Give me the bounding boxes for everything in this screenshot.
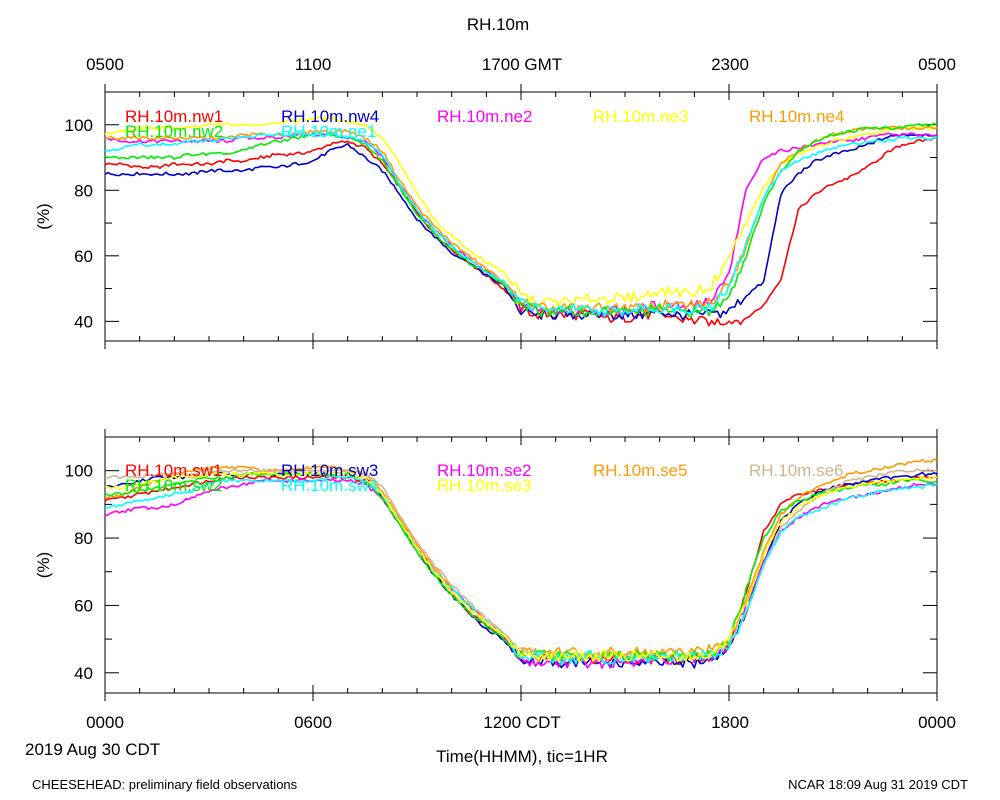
top-tick-label: 1700 GMT: [482, 55, 562, 74]
lower-series-RH-10m-sw4: [105, 475, 938, 666]
bottom-tick-label: 0600: [294, 713, 332, 732]
bottom-tick-label: 1800: [711, 713, 749, 732]
lower-y-tick-label: 40: [74, 664, 93, 683]
upper-legend-entry: RH.10m.ne1: [281, 122, 376, 141]
upper-y-tick-label: 100: [65, 116, 93, 135]
lower-y-axis-label: (%): [34, 552, 53, 578]
lower-legend-entry: RH.10m.sw2: [125, 476, 222, 495]
lower-legend-entry: RH.10m.se3: [437, 476, 531, 495]
upper-legend-entry: RH.10m.nw4: [281, 107, 379, 126]
top-tick-label: 1100: [295, 55, 332, 74]
top-tick-label: 0500: [918, 55, 956, 74]
lower-legend-entry: RH.10m.se5: [593, 461, 687, 480]
lower-y-tick-label: 80: [74, 529, 93, 548]
upper-y-tick-label: 60: [74, 247, 93, 266]
upper-y-tick-label: 80: [74, 181, 93, 200]
lower-y-tick-label: 100: [65, 462, 93, 481]
lower-legend-entry: RH.10m.sw3: [281, 461, 378, 480]
upper-series-RH-10m-nw4: [104, 133, 938, 321]
lower-y-tick-label: 60: [74, 596, 93, 615]
x-axis-label: Time(HHMM), tic=1HR: [436, 747, 608, 766]
lower-series-RH-10m-se6: [105, 468, 937, 663]
footer-left: CHEESEHEAD: preliminary field observatio…: [32, 777, 298, 792]
figure-title: RH.10m: [467, 15, 529, 34]
bottom-axis-ticks: 0000 0600 1200 CDT 1800 0000: [86, 713, 956, 732]
lower-legend-entry: RH.10m.sw1: [125, 461, 222, 480]
top-tick-label: 2300: [711, 55, 749, 74]
upper-series-RH-10m-ne1: [104, 132, 938, 318]
upper-y-tick-label: 40: [74, 312, 93, 331]
upper-series-RH-10m-nw1: [104, 136, 938, 327]
upper-legend-entry: RH.10m.nw2: [125, 122, 223, 141]
date-label: 2019 Aug 30 CDT: [25, 740, 160, 759]
bottom-tick-label: 0000: [86, 713, 124, 732]
upper-legend-entry: RH.10m.nw1: [125, 107, 223, 126]
lower-series-RH-10m-se3: [104, 471, 938, 663]
bottom-tick-label: 0000: [918, 713, 956, 732]
upper-legend-entry: RH.10m.ne4: [749, 107, 844, 126]
upper-y-axis-label: (%): [34, 203, 53, 229]
bottom-tick-label: 1200 CDT: [483, 713, 560, 732]
lower-legend-entry: RH.10m.sw4: [281, 476, 378, 495]
lower-series-RH-10m-se2: [104, 478, 938, 669]
upper-legend-entry: RH.10m.ne2: [437, 107, 532, 126]
upper-series-RH-10m-nw2: [104, 122, 938, 318]
lower-series-RH-10m-se5: [104, 458, 938, 658]
lower-series-RH-10m-sw1: [104, 474, 938, 666]
upper-legend-entry: RH.10m.ne3: [593, 107, 688, 126]
lower-legend-entry: RH.10m.se2: [437, 461, 531, 480]
footer-right: NCAR 18:09 Aug 31 2019 CDT: [788, 777, 968, 792]
top-tick-label: 0500: [86, 55, 124, 74]
top-axis-ticks: 0500 1100 1700 GMT 2300 0500: [86, 55, 956, 74]
lower-legend-entry: RH.10m.se6: [749, 461, 843, 480]
